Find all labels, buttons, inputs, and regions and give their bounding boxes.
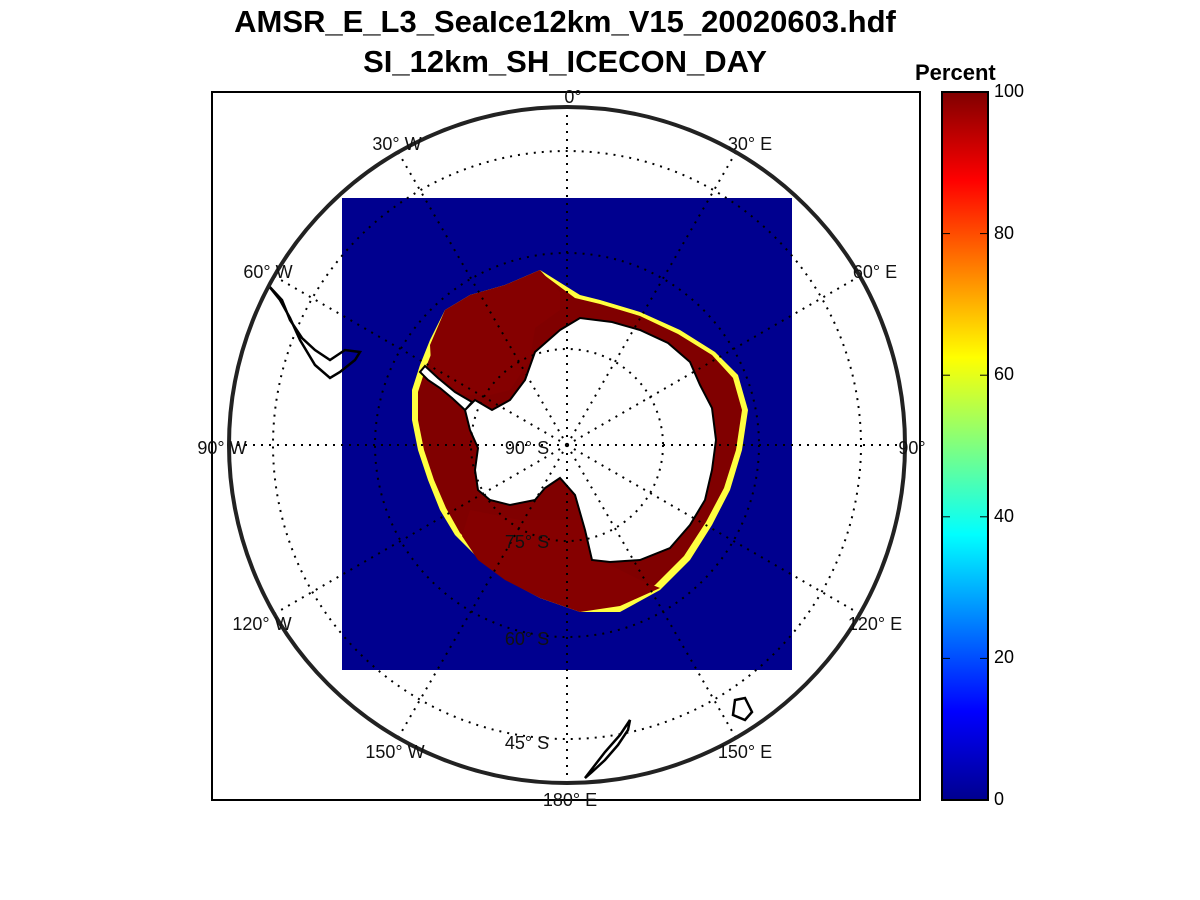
new-zealand-coast bbox=[584, 719, 632, 779]
colorbar-ticks bbox=[942, 91, 988, 801]
chart-title-line-2: SI_12km_SH_ICECON_DAY bbox=[363, 44, 767, 79]
meridian-label-120e: 120° E bbox=[848, 614, 902, 634]
ross-sea-ice bbox=[462, 510, 660, 612]
meridian-label-60e: 60° E bbox=[853, 262, 897, 282]
antarctic-peninsula bbox=[418, 364, 474, 412]
meridian-label-150e: 150° E bbox=[718, 742, 772, 762]
parallel-label-60s: 60° S bbox=[505, 629, 549, 649]
meridian-labels: 0° 30° E 60° E 90° 120° E 150° E 180° E 150° W 1… bbox=[197, 87, 925, 810]
meridians bbox=[229, 107, 905, 783]
colorbar-gradient bbox=[941, 91, 989, 801]
parallel-label-75s: 75° S bbox=[505, 532, 549, 552]
colorbar bbox=[941, 91, 989, 801]
meridian-label-180e: 180° E bbox=[543, 790, 597, 810]
colorbar-tick-label-80: 80 bbox=[994, 222, 1015, 243]
parallel-label-90s: 90° S bbox=[505, 438, 549, 458]
parallel-label-45s: 45° S bbox=[505, 733, 549, 753]
parallel-45s bbox=[272, 150, 862, 740]
colorbar-label: Percent bbox=[915, 60, 996, 85]
meridian-label-120w: 120° W bbox=[232, 614, 291, 634]
coastlines bbox=[267, 284, 754, 779]
meridian-label-30w: 30° W bbox=[372, 134, 421, 154]
colorbar-tick-label-60: 60 bbox=[994, 364, 1015, 385]
meridian-label-0: 0° bbox=[564, 87, 581, 107]
weddell-sea-ice bbox=[430, 270, 560, 395]
colorbar-tick-label-100: 100 bbox=[994, 81, 1025, 101]
south-america-coast bbox=[267, 284, 363, 380]
meridian-label-60w: 60° W bbox=[243, 262, 292, 282]
globe-outline bbox=[227, 105, 907, 785]
chart-title-line-1: AMSR_E_L3_SeaIce12km_V15_20020603.hdf bbox=[234, 4, 896, 39]
graticule bbox=[229, 107, 905, 783]
parallel-labels: 90° S 75° S 60° S 45° S bbox=[505, 438, 549, 753]
meridian-label-30e: 30° E bbox=[728, 134, 772, 154]
colorbar-tick-label-40: 40 bbox=[994, 505, 1015, 526]
tasmania-coast bbox=[731, 696, 754, 722]
colorbar-tick-label-0: 0 bbox=[994, 789, 1005, 809]
map-axes-frame bbox=[211, 91, 921, 801]
colorbar-tick-label-20: 20 bbox=[994, 647, 1015, 668]
meridian-label-150w: 150° W bbox=[365, 742, 424, 762]
meridian-label-90: 90° bbox=[898, 438, 925, 458]
meridian-label-90w: 90° W bbox=[197, 438, 246, 458]
